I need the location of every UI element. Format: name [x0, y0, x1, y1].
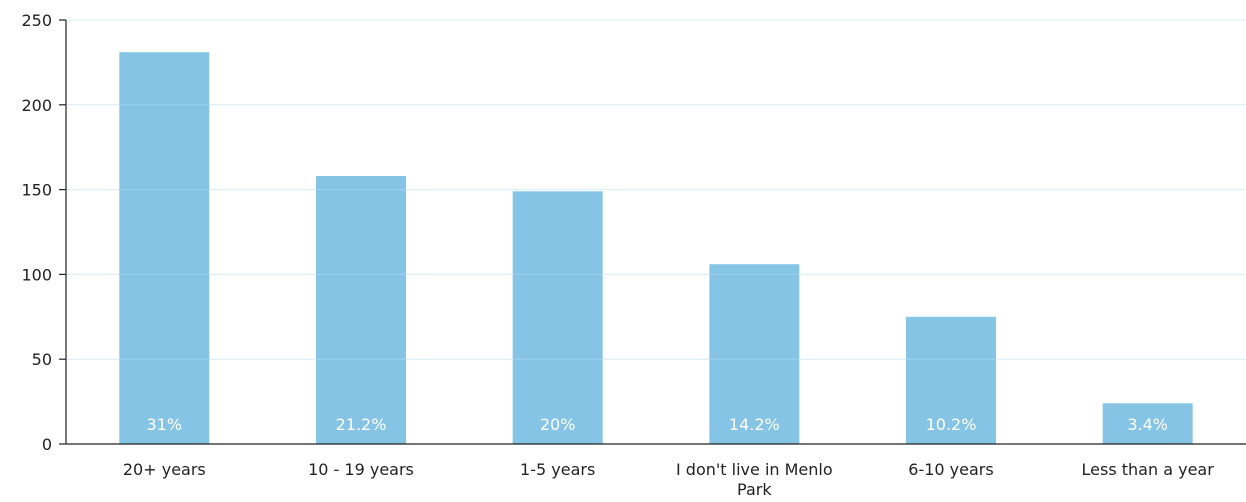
data-labels: 31% 21.2% 20% 14.2% 10.2% 3.4%: [147, 415, 1168, 434]
axes: [65, 20, 1246, 445]
bar-data-label: 20%: [540, 415, 576, 434]
x-category-labels: 20+ years 10 - 19 years 1-5 years I don't l…: [123, 460, 1214, 499]
bar-data-label: 14.2%: [729, 415, 780, 434]
x-category-label: 10 - 19 years: [308, 460, 414, 479]
y-tick-label: 150: [21, 181, 52, 200]
bar: [906, 316, 996, 444]
bar-data-label: 10.2%: [926, 415, 977, 434]
y-tick-label: 100: [21, 265, 52, 284]
bar: [709, 264, 800, 444]
gridlines: [66, 19, 1246, 360]
bar-data-label: 3.4%: [1127, 415, 1168, 434]
x-category-label: 20+ years: [123, 460, 206, 479]
bar: [1102, 403, 1193, 444]
bar-data-label: 31%: [147, 415, 183, 434]
bar: [119, 52, 210, 444]
y-tick-labels: 0 50 100 150 200 250: [21, 11, 66, 454]
bar: [316, 176, 406, 445]
y-tick-label: 250: [21, 11, 52, 30]
x-category-label: 6-10 years: [908, 460, 993, 479]
y-tick-label: 50: [32, 350, 52, 369]
x-category-label: I don't live in Menlo Park: [676, 460, 833, 499]
bar: [512, 191, 603, 444]
y-tick-label: 0: [42, 435, 52, 454]
bars: [119, 52, 1193, 445]
x-category-label: Less than a year: [1082, 460, 1215, 479]
bar-data-label: 21.2%: [336, 415, 387, 434]
x-category-label: 1-5 years: [520, 460, 595, 479]
y-tick-label: 200: [21, 96, 52, 115]
